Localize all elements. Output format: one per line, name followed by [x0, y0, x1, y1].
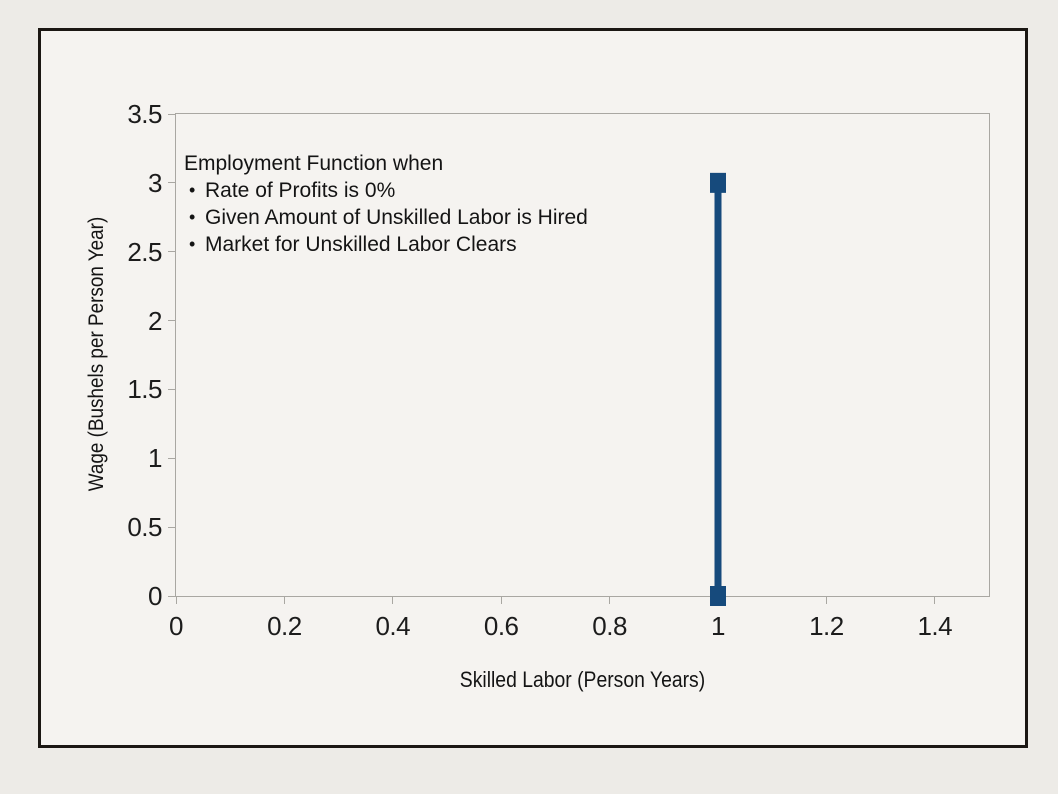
annotation-bullet-text: Given Amount of Unskilled Labor is Hired — [205, 206, 588, 229]
y-axis-tick — [168, 595, 176, 597]
x-axis-tick — [825, 596, 827, 604]
annotation-title: Employment Function when — [184, 152, 444, 175]
y-tick-label: 3 — [148, 167, 162, 198]
bullet-icon: • — [189, 180, 196, 200]
y-tick-label: 1 — [148, 443, 162, 474]
y-axis-tick — [168, 526, 176, 528]
x-axis-tick — [175, 596, 177, 604]
annotation-box: Employment Function when • Rate of Profi… — [184, 150, 588, 258]
x-tick-label: 1 — [711, 611, 725, 641]
x-axis-tick — [283, 596, 285, 604]
x-tick-label: 0.4 — [375, 611, 411, 641]
y-axis-tick — [168, 113, 176, 115]
x-axis-title: Skilled Labor (Person Years) — [459, 667, 706, 692]
bullet-icon: • — [189, 207, 196, 227]
y-tick-label: 3.5 — [127, 99, 162, 129]
x-tick-label: 0.8 — [592, 611, 627, 641]
y-axis-tick — [168, 388, 176, 390]
bullet-icon: • — [189, 234, 196, 254]
y-tick-label: 2 — [148, 305, 162, 336]
annotation-bullet-text: Rate of Profits is 0% — [205, 179, 396, 202]
x-axis-tick — [500, 596, 502, 604]
y-tick-label: 0 — [148, 581, 162, 611]
annotation-bullet-item: • Market for Unskilled Labor Clears — [184, 231, 588, 258]
x-axis-tick — [392, 596, 394, 604]
x-axis-tick — [934, 596, 936, 604]
x-tick-label: 0 — [169, 611, 183, 641]
x-tick-label: 1.4 — [917, 611, 953, 641]
chart-frame: Employment Function when • Rate of Profi… — [38, 28, 1028, 748]
plot-area: Employment Function when • Rate of Profi… — [127, 100, 990, 641]
x-axis-tick — [609, 596, 611, 604]
y-axis-tick — [168, 320, 176, 322]
x-tick-label: 0.6 — [483, 611, 519, 641]
employment-function-marker — [710, 586, 726, 606]
y-axis-title: Wage (Bushels per Person Year) — [85, 216, 108, 492]
y-tick-label: 2.5 — [127, 236, 162, 267]
y-axis-tick — [168, 182, 176, 184]
annotation-bullet-text: Market for Unskilled Labor Clears — [205, 233, 517, 256]
y-axis-tick — [168, 457, 176, 459]
y-axis-tick — [168, 251, 176, 253]
x-tick-label: 1.2 — [809, 611, 844, 641]
series-layer — [710, 172, 726, 606]
y-tick-label: 1.5 — [127, 374, 162, 405]
employment-function-marker — [710, 172, 726, 193]
y-tick-label: 0.5 — [127, 512, 162, 543]
annotation-bullet-item: • Given Amount of Unskilled Labor is Hir… — [184, 204, 588, 231]
x-tick-label: 0.2 — [267, 611, 302, 641]
annotation-bullet-item: • Rate of Profits is 0% — [184, 177, 588, 204]
